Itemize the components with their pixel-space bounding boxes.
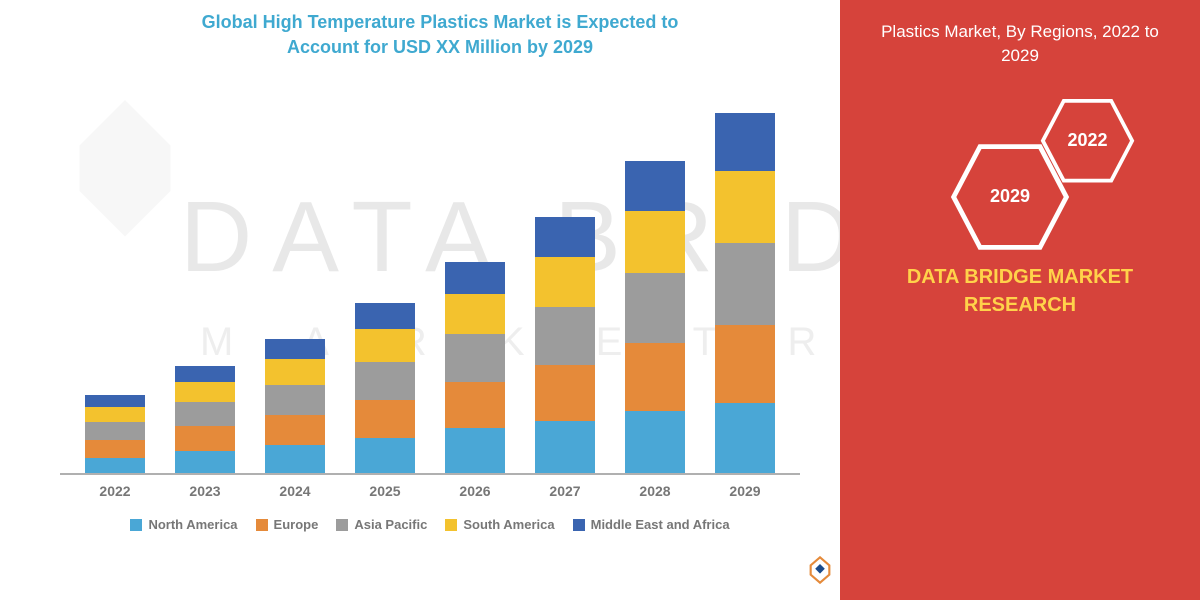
chart-area [60, 75, 800, 475]
bar-segment [85, 440, 145, 458]
bar-segment [265, 339, 325, 359]
legend-swatch [573, 519, 585, 531]
chart-legend: North America Europe Asia Pacific South Ame… [60, 517, 800, 532]
x-axis-label: 2024 [265, 483, 325, 499]
bar-segment [265, 445, 325, 473]
bar-segment [715, 113, 775, 171]
bar-segment [355, 362, 415, 400]
bars-container [60, 75, 800, 473]
bar-stack [265, 339, 325, 473]
bar-stack [175, 366, 235, 473]
bar-group [535, 217, 595, 473]
bar-segment [535, 365, 595, 421]
bar-segment [85, 458, 145, 473]
hexagon-small: 2022 [1040, 98, 1135, 183]
bar-segment [85, 407, 145, 422]
bar-group [85, 395, 145, 473]
x-axis-label: 2025 [355, 483, 415, 499]
legend-item: Asia Pacific [336, 517, 427, 532]
chart-title: Global High Temperature Plastics Market … [60, 10, 820, 60]
bar-stack [355, 303, 415, 473]
bar-segment [625, 343, 685, 411]
bar-segment [535, 307, 595, 365]
bar-segment [265, 359, 325, 385]
bar-segment [445, 262, 505, 294]
legend-swatch [336, 519, 348, 531]
x-axis-label: 2028 [625, 483, 685, 499]
bar-segment [85, 422, 145, 440]
bar-group [445, 262, 505, 473]
bar-segment [175, 366, 235, 382]
bar-group [715, 113, 775, 473]
right-panel-title: Plastics Market, By Regions, 2022 to 202… [860, 20, 1180, 68]
bar-stack [625, 161, 685, 473]
bar-segment [445, 294, 505, 334]
legend-swatch [445, 519, 457, 531]
x-axis-label: 2027 [535, 483, 595, 499]
hexagon-group: 2029 2022 [860, 98, 1180, 258]
bar-segment [175, 426, 235, 451]
chart-title-line1: Global High Temperature Plastics Market … [202, 12, 679, 32]
legend-label: Europe [274, 517, 319, 532]
legend-label: North America [148, 517, 237, 532]
brand-line1: DATA BRIDGE MARKET [907, 266, 1133, 288]
bar-segment [625, 273, 685, 343]
bar-segment [445, 428, 505, 473]
bar-group [625, 161, 685, 473]
x-axis-labels: 2022 2023 2024 2025 2026 2027 2028 2029 [60, 475, 800, 499]
main-container: Global High Temperature Plastics Market … [0, 0, 1200, 600]
legend-item: Europe [256, 517, 319, 532]
bar-segment [625, 161, 685, 211]
bar-segment [355, 303, 415, 329]
legend-label: Middle East and Africa [591, 517, 730, 532]
bar-segment [715, 171, 775, 243]
legend-label: Asia Pacific [354, 517, 427, 532]
bar-segment [355, 400, 415, 438]
bar-segment [265, 415, 325, 445]
bar-segment [715, 325, 775, 403]
legend-item: South America [445, 517, 554, 532]
bar-segment [625, 211, 685, 273]
bar-segment [625, 411, 685, 473]
bar-segment [715, 403, 775, 473]
bar-segment [355, 438, 415, 473]
bar-stack [535, 217, 595, 473]
bar-segment [445, 334, 505, 382]
legend-label: South America [463, 517, 554, 532]
brand-line2: RESEARCH [964, 294, 1076, 316]
bar-segment [175, 451, 235, 473]
legend-item: North America [130, 517, 237, 532]
chart-title-line2: Account for USD XX Million by 2029 [287, 37, 593, 57]
right-panel: Plastics Market, By Regions, 2022 to 202… [840, 0, 1200, 600]
chart-panel: Global High Temperature Plastics Market … [0, 0, 840, 600]
bar-segment [355, 329, 415, 362]
bar-segment [445, 382, 505, 428]
bar-segment [535, 421, 595, 473]
bar-group [175, 366, 235, 473]
bar-group [265, 339, 325, 473]
bar-segment [85, 395, 145, 407]
bar-segment [535, 257, 595, 307]
bar-segment [265, 385, 325, 415]
x-axis-label: 2026 [445, 483, 505, 499]
brand-text: DATA BRIDGE MARKET RESEARCH [860, 263, 1180, 319]
bar-segment [175, 382, 235, 402]
legend-item: Middle East and Africa [573, 517, 730, 532]
bar-segment [715, 243, 775, 325]
bar-segment [535, 217, 595, 257]
bar-segment [175, 402, 235, 426]
legend-swatch [130, 519, 142, 531]
legend-swatch [256, 519, 268, 531]
bar-group [355, 303, 415, 473]
bar-stack [715, 113, 775, 473]
x-axis-label: 2029 [715, 483, 775, 499]
hexagon-small-label: 2022 [1067, 130, 1107, 151]
bar-stack [445, 262, 505, 473]
x-axis-label: 2022 [85, 483, 145, 499]
hexagon-large-label: 2029 [990, 186, 1030, 207]
x-axis-label: 2023 [175, 483, 235, 499]
bar-stack [85, 395, 145, 473]
